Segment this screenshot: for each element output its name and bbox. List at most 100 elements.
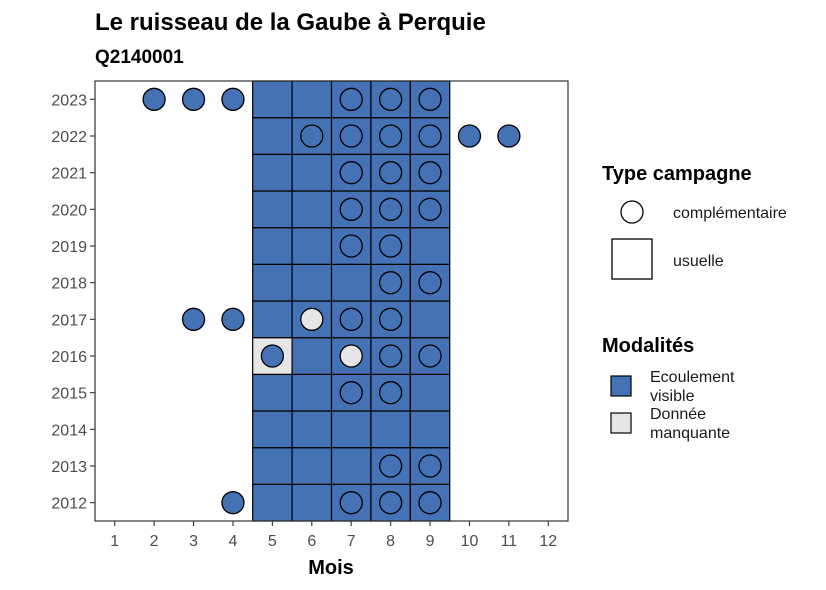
legend-manquante-key xyxy=(610,412,632,434)
usuelle-cell-2018-5 xyxy=(252,263,293,302)
x-tick-label-6: 6 xyxy=(307,533,316,550)
x-axis-title: Mois xyxy=(308,557,354,579)
complementaire-point-2021-9 xyxy=(418,161,442,185)
legend-label-manquante: Donnée manquante xyxy=(650,406,730,442)
usuelle-cell-2023-6 xyxy=(291,80,333,119)
complementaire-point-2022-6 xyxy=(300,124,324,148)
legend-label-ecoulement: Ecoulement visible xyxy=(650,369,739,405)
complementaire-point-2016-7 xyxy=(339,344,363,368)
y-tick-label-2022: 2022 xyxy=(51,129,87,146)
complementaire-point-2023-8 xyxy=(378,87,403,111)
complementaire-point-2012-9 xyxy=(418,491,442,515)
x-tick-label-8: 8 xyxy=(386,533,395,550)
plot-area: 1 2 3 4 5 6 7 8 9 10 11 12 201220132014201520162017… xyxy=(51,80,569,550)
legend-ecoulement-key xyxy=(610,375,632,397)
legend-label-ecoulement-line2: visible xyxy=(650,388,695,405)
legend-square-key xyxy=(611,238,653,280)
legend-label-ecoulement-line1: Ecoulement xyxy=(650,369,735,386)
y-tick-label-2020: 2020 xyxy=(51,202,87,219)
complementaire-point-2016-9 xyxy=(418,344,442,368)
complementaire-point-2019-8 xyxy=(378,234,403,258)
usuelle-cell-2020-5 xyxy=(252,190,293,229)
x-tick-label-7: 7 xyxy=(347,533,356,550)
complementaire-point-2020-8 xyxy=(378,197,403,221)
chart-subtitle: Q2140001 xyxy=(95,47,184,68)
usuelle-cell-2017-5 xyxy=(252,300,293,339)
legend-label-usuelle: usuelle xyxy=(673,253,724,270)
complementaire-point-2023-7 xyxy=(339,87,363,111)
usuelle-cell-2022-5 xyxy=(252,117,293,155)
usuelle-cell-2021-6 xyxy=(291,153,333,192)
complementaire-point-2017-7 xyxy=(339,307,363,331)
y-tick-label-2023: 2023 xyxy=(51,92,87,109)
y-tick-label-2021: 2021 xyxy=(51,166,87,183)
complementaire-point-2015-7 xyxy=(339,381,363,405)
usuelle-cell-2021-5 xyxy=(252,153,293,192)
usuelle-cell-2013-7 xyxy=(330,447,372,485)
x-tick-label-1: 1 xyxy=(110,533,119,550)
complementaire-point-2019-7 xyxy=(339,234,363,258)
y-tick-label-2015: 2015 xyxy=(51,386,87,403)
complementaire-point-2017-4 xyxy=(221,307,245,331)
complementaire-point-2022-8 xyxy=(378,124,403,148)
complementaire-point-2023-3 xyxy=(181,87,206,111)
complementaire-point-2022-11 xyxy=(497,124,521,148)
complementaire-point-2017-6 xyxy=(300,307,324,331)
chart-title: Le ruisseau de la Gaube à Perquie xyxy=(95,9,486,36)
usuelle-cell-2015-9 xyxy=(409,373,451,412)
usuelle-cell-2014-9 xyxy=(409,410,451,449)
x-tick-label-4: 4 xyxy=(229,533,238,550)
legend: Type campagne complémentaire usuelle Mod… xyxy=(602,163,787,442)
usuelle-cell-2014-8 xyxy=(370,410,411,449)
usuelle-cell-2017-9 xyxy=(409,300,451,339)
usuelle-cell-2015-5 xyxy=(252,373,293,412)
complementaire-point-2012-8 xyxy=(378,491,403,515)
plot-border xyxy=(94,80,569,522)
usuelle-cell-2018-6 xyxy=(291,263,333,302)
usuelle-cell-2023-5 xyxy=(252,80,293,119)
y-axis: 2012 2013 2014 2015 2016 2017 2018 2019 2020 2021… xyxy=(51,92,95,513)
usuelle-cell-2019-5 xyxy=(252,227,293,265)
complementaire-point-2013-8 xyxy=(378,454,403,478)
usuelle-cell-2016-6 xyxy=(291,337,333,375)
complementaire-point-2018-8 xyxy=(378,271,403,295)
usuelle-cell-2019-6 xyxy=(291,227,333,265)
y-tick-label-2012: 2012 xyxy=(51,496,87,513)
complementaire-point-2023-9 xyxy=(418,87,442,111)
complementaire-point-2021-7 xyxy=(339,161,363,185)
legend-label-manquante-line2: manquante xyxy=(650,425,730,442)
complementaire-point-2023-2 xyxy=(142,87,166,111)
complementaire-point-2020-9 xyxy=(418,197,442,221)
legend-circle-key xyxy=(620,200,644,224)
usuelle-cell-2014-7 xyxy=(330,410,372,449)
x-tick-label-2: 2 xyxy=(150,533,159,550)
usuelle-cell-2013-5 xyxy=(252,447,293,485)
legend-modalites-title: Modalités xyxy=(602,335,694,357)
x-tick-label-9: 9 xyxy=(426,533,435,550)
complementaire-point-2021-8 xyxy=(378,161,403,185)
legend-label-complementaire: complémentaire xyxy=(673,205,787,222)
usuelle-cells xyxy=(252,80,451,522)
usuelle-cell-2012-6 xyxy=(291,483,333,522)
usuelle-cell-2019-9 xyxy=(409,227,451,265)
complementaire-points xyxy=(142,87,521,515)
x-axis: 1 2 3 4 5 6 7 8 9 10 11 12 xyxy=(110,521,557,550)
y-tick-label-2019: 2019 xyxy=(51,239,87,256)
complementaire-point-2017-3 xyxy=(181,307,206,331)
x-tick-label-3: 3 xyxy=(189,533,198,550)
complementaire-point-2012-7 xyxy=(339,491,363,515)
complementaire-point-2020-7 xyxy=(339,197,363,221)
complementaire-point-2013-9 xyxy=(418,454,442,478)
usuelle-cell-2018-7 xyxy=(330,263,372,302)
complementaire-point-2012-4 xyxy=(221,491,245,515)
x-tick-label-10: 10 xyxy=(461,533,479,550)
complementaire-point-2022-7 xyxy=(339,124,363,148)
legend-type-title: Type campagne xyxy=(602,163,752,185)
y-tick-label-2014: 2014 xyxy=(51,422,87,439)
usuelle-cell-2020-6 xyxy=(291,190,333,229)
legend-label-manquante-line1: Donnée xyxy=(650,406,706,423)
y-tick-label-2017: 2017 xyxy=(51,312,87,329)
y-tick-label-2018: 2018 xyxy=(51,276,87,293)
x-tick-label-11: 11 xyxy=(501,533,518,550)
